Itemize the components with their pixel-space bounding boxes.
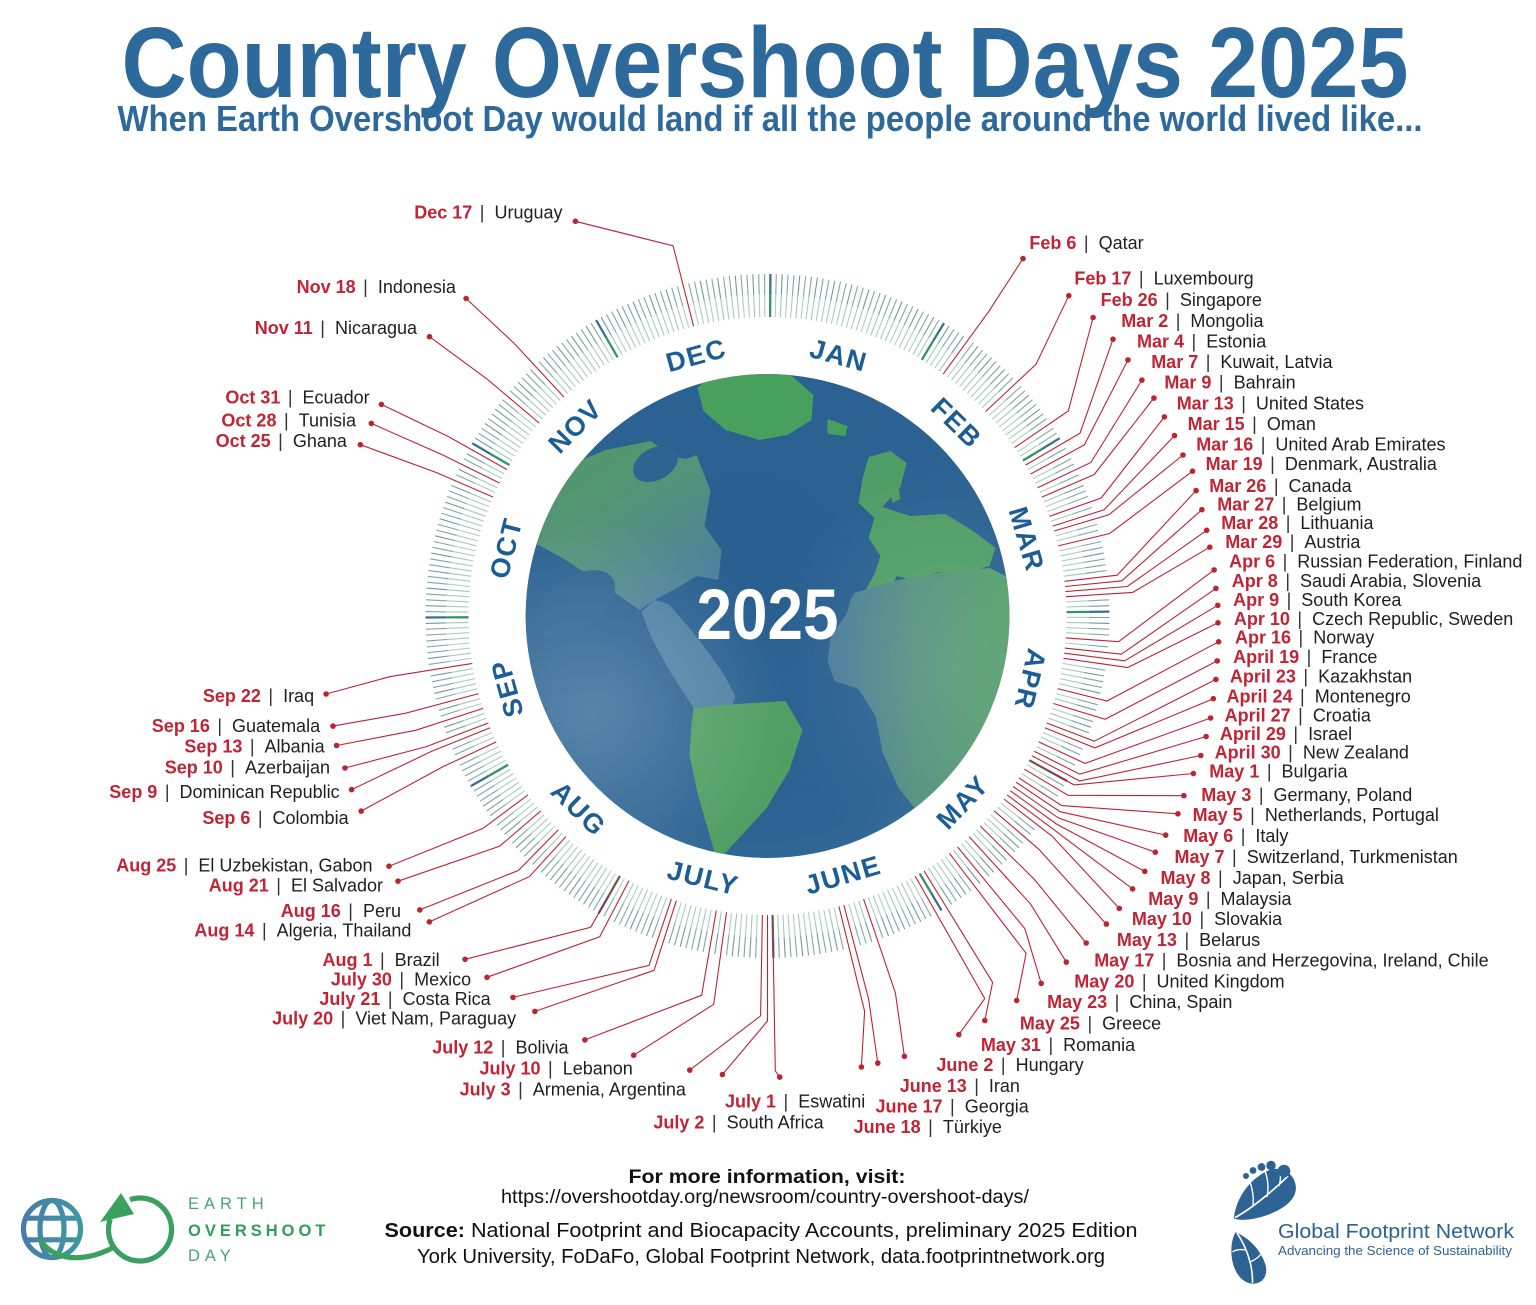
svg-text:Dec 17 | Uruguay: Dec 17 | Uruguay (414, 203, 562, 223)
svg-text:Apr 16 | Norway: Apr 16 | Norway (1235, 628, 1374, 648)
svg-text:May 5 | Netherlands, Portugal: May 5 | Netherlands, Portugal (1193, 805, 1439, 825)
svg-text:Mar 29 | Austria: Mar 29 | Austria (1225, 532, 1361, 552)
svg-text:Aug 21 | El Salvador: Aug 21 | El Salvador (209, 875, 383, 895)
svg-text:DAY: DAY (188, 1247, 236, 1265)
svg-text:June 17 | Georgia: June 17 | Georgia (876, 1097, 1030, 1117)
svg-text:Nov 18 | Indonesia: Nov 18 | Indonesia (297, 277, 457, 297)
svg-text:July 10 | Lebanon: July 10 | Lebanon (479, 1059, 632, 1079)
svg-text:May 13 | Belarus: May 13 | Belarus (1117, 930, 1260, 950)
svg-text:Mar 15 | Oman: Mar 15 | Oman (1188, 414, 1316, 434)
svg-text:May 17 | Bosnia and Herzegovin: May 17 | Bosnia and Herzegovina, Ireland… (1094, 951, 1488, 971)
svg-text:Sep 9 | Dominican Republic: Sep 9 | Dominican Republic (109, 782, 339, 802)
svg-text:July 20 | Viet Nam, Paraguay: July 20 | Viet Nam, Paraguay (272, 1009, 516, 1029)
svg-text:EARTH: EARTH (188, 1195, 269, 1213)
svg-text:Global Footprint Network: Global Footprint Network (1278, 1221, 1515, 1243)
svg-text:Aug 1 | Brazil: Aug 1 | Brazil (322, 950, 439, 970)
svg-text:May 23 | China, Spain: May 23 | China, Spain (1047, 992, 1232, 1012)
svg-text:Mar 7 | Kuwait, Latvia: Mar 7 | Kuwait, Latvia (1151, 352, 1333, 372)
svg-text:Apr 9 | South Korea: Apr 9 | South Korea (1233, 590, 1402, 610)
svg-text:Sep 6 | Colombia: Sep 6 | Colombia (202, 808, 349, 828)
svg-text:Sep 16 | Guatemala: Sep 16 | Guatemala (152, 716, 321, 736)
svg-text:Aug 16 | Peru: Aug 16 | Peru (281, 901, 401, 921)
svg-text:May 8 | Japan, Serbia: May 8 | Japan, Serbia (1161, 868, 1345, 888)
svg-text:https://overshootday.org/newsr: https://overshootday.org/newsroom/countr… (501, 1187, 1030, 1208)
svg-text:April 30 | New Zealand: April 30 | New Zealand (1215, 743, 1409, 763)
svg-text:April 23 | Kazakhstan: April 23 | Kazakhstan (1230, 667, 1412, 687)
svg-text:Oct 31 | Ecuador: Oct 31 | Ecuador (225, 387, 369, 407)
svg-text:Oct 28 | Tunisia: Oct 28 | Tunisia (221, 411, 357, 431)
svg-text:Sep 13 | Albania: Sep 13 | Albania (184, 737, 325, 757)
svg-text:Mar 9 | Bahrain: Mar 9 | Bahrain (1164, 372, 1295, 392)
svg-text:May 20 | United Kingdom: May 20 | United Kingdom (1074, 972, 1284, 992)
svg-text:July 1 | Eswatini: July 1 | Eswatini (725, 1092, 865, 1112)
svg-text:Mar 19 | Denmark, Australia: Mar 19 | Denmark, Australia (1206, 454, 1438, 474)
svg-text:Mar 26 | Canada: Mar 26 | Canada (1209, 476, 1352, 496)
svg-text:Aug 25 | El Uzbekistan, Gabon: Aug 25 | El Uzbekistan, Gabon (116, 855, 372, 875)
svg-text:Apr 8 | Saudi Arabia, Slovenia: Apr 8 | Saudi Arabia, Slovenia (1232, 571, 1482, 591)
svg-text:Mar 13 | United States: Mar 13 | United States (1177, 393, 1364, 413)
svg-text:Source: National Footprint and: Source: National Footprint and Biocapaci… (385, 1220, 1138, 1242)
svg-text:Oct 25 | Ghana: Oct 25 | Ghana (216, 431, 348, 451)
svg-text:Mar 2 | Mongolia: Mar 2 | Mongolia (1121, 311, 1264, 331)
svg-text:April 27 | Croatia: April 27 | Croatia (1225, 706, 1372, 726)
svg-text:April 24 | Montenegro: April 24 | Montenegro (1227, 686, 1411, 706)
svg-text:Nov 11 | Nicaragua: Nov 11 | Nicaragua (255, 318, 418, 338)
svg-text:June 2 | Hungary: June 2 | Hungary (936, 1055, 1083, 1075)
svg-text:Feb 6 | Qatar: Feb 6 | Qatar (1029, 233, 1143, 253)
svg-text:July 12 | Bolivia: July 12 | Bolivia (432, 1038, 569, 1058)
svg-text:For more information, visit:: For more information, visit: (629, 1167, 906, 1188)
svg-text:June 18 | Türkiye: June 18 | Türkiye (854, 1117, 1002, 1137)
svg-text:OVERSHOOT: OVERSHOOT (188, 1222, 329, 1240)
svg-text:York University, FoDaFo, Globa: York University, FoDaFo, Global Footprin… (417, 1246, 1105, 1268)
svg-text:Feb 26 | Singapore: Feb 26 | Singapore (1101, 290, 1262, 310)
svg-text:April 19 | France: April 19 | France (1233, 647, 1377, 667)
svg-text:Advancing the Science of Susta: Advancing the Science of Sustainability (1278, 1244, 1513, 1258)
svg-text:Apr 6 | Russian Federation, Fi: Apr 6 | Russian Federation, Finland (1229, 552, 1522, 572)
svg-text:May 31 | Romania: May 31 | Romania (981, 1035, 1136, 1055)
svg-text:May 6 | Italy: May 6 | Italy (1183, 826, 1288, 846)
svg-text:Sep 10 | Azerbaijan: Sep 10 | Azerbaijan (165, 758, 330, 778)
svg-text:July 30 | Mexico: July 30 | Mexico (331, 970, 471, 990)
svg-text:May 25 | Greece: May 25 | Greece (1020, 1014, 1161, 1034)
svg-text:July 21 | Costa Rica: July 21 | Costa Rica (319, 989, 491, 1009)
svg-text:Aug 14 | Algeria, Thailand: Aug 14 | Algeria, Thailand (194, 920, 411, 940)
svg-text:May 3 | Germany, Poland: May 3 | Germany, Poland (1201, 785, 1412, 805)
svg-text:July 3 | Armenia, Argentina: July 3 | Armenia, Argentina (460, 1080, 687, 1100)
svg-text:Mar 28 | Lithuania: Mar 28 | Lithuania (1221, 513, 1374, 533)
svg-text:Feb 17 | Luxembourg: Feb 17 | Luxembourg (1074, 268, 1253, 288)
svg-text:May 9 | Malaysia: May 9 | Malaysia (1148, 889, 1292, 909)
svg-text:July 2 | South Africa: July 2 | South Africa (653, 1113, 824, 1133)
svg-text:May 1 | Bulgaria: May 1 | Bulgaria (1209, 762, 1348, 782)
svg-text:Sep 22 | Iraq: Sep 22 | Iraq (203, 686, 314, 706)
svg-text:May 7 | Switzerland, Turkmenis: May 7 | Switzerland, Turkmenistan (1175, 847, 1458, 867)
svg-text:Apr 10 | Czech Republic, Swede: Apr 10 | Czech Republic, Sweden (1234, 609, 1513, 629)
svg-text:2025: 2025 (697, 576, 839, 655)
svg-text:Mar 16 | United Arab Emirates: Mar 16 | United Arab Emirates (1196, 435, 1445, 455)
svg-text:Mar 27 | Belgium: Mar 27 | Belgium (1217, 495, 1361, 515)
svg-text:June 13 | Iran: June 13 | Iran (900, 1076, 1020, 1096)
svg-text:Mar 4 | Estonia: Mar 4 | Estonia (1137, 331, 1267, 351)
svg-text:When Earth Overshoot Day would: When Earth Overshoot Day would land if a… (118, 98, 1423, 139)
svg-text:April 29 | Israel: April 29 | Israel (1220, 724, 1352, 744)
svg-text:May 10 | Slovakia: May 10 | Slovakia (1132, 909, 1283, 929)
